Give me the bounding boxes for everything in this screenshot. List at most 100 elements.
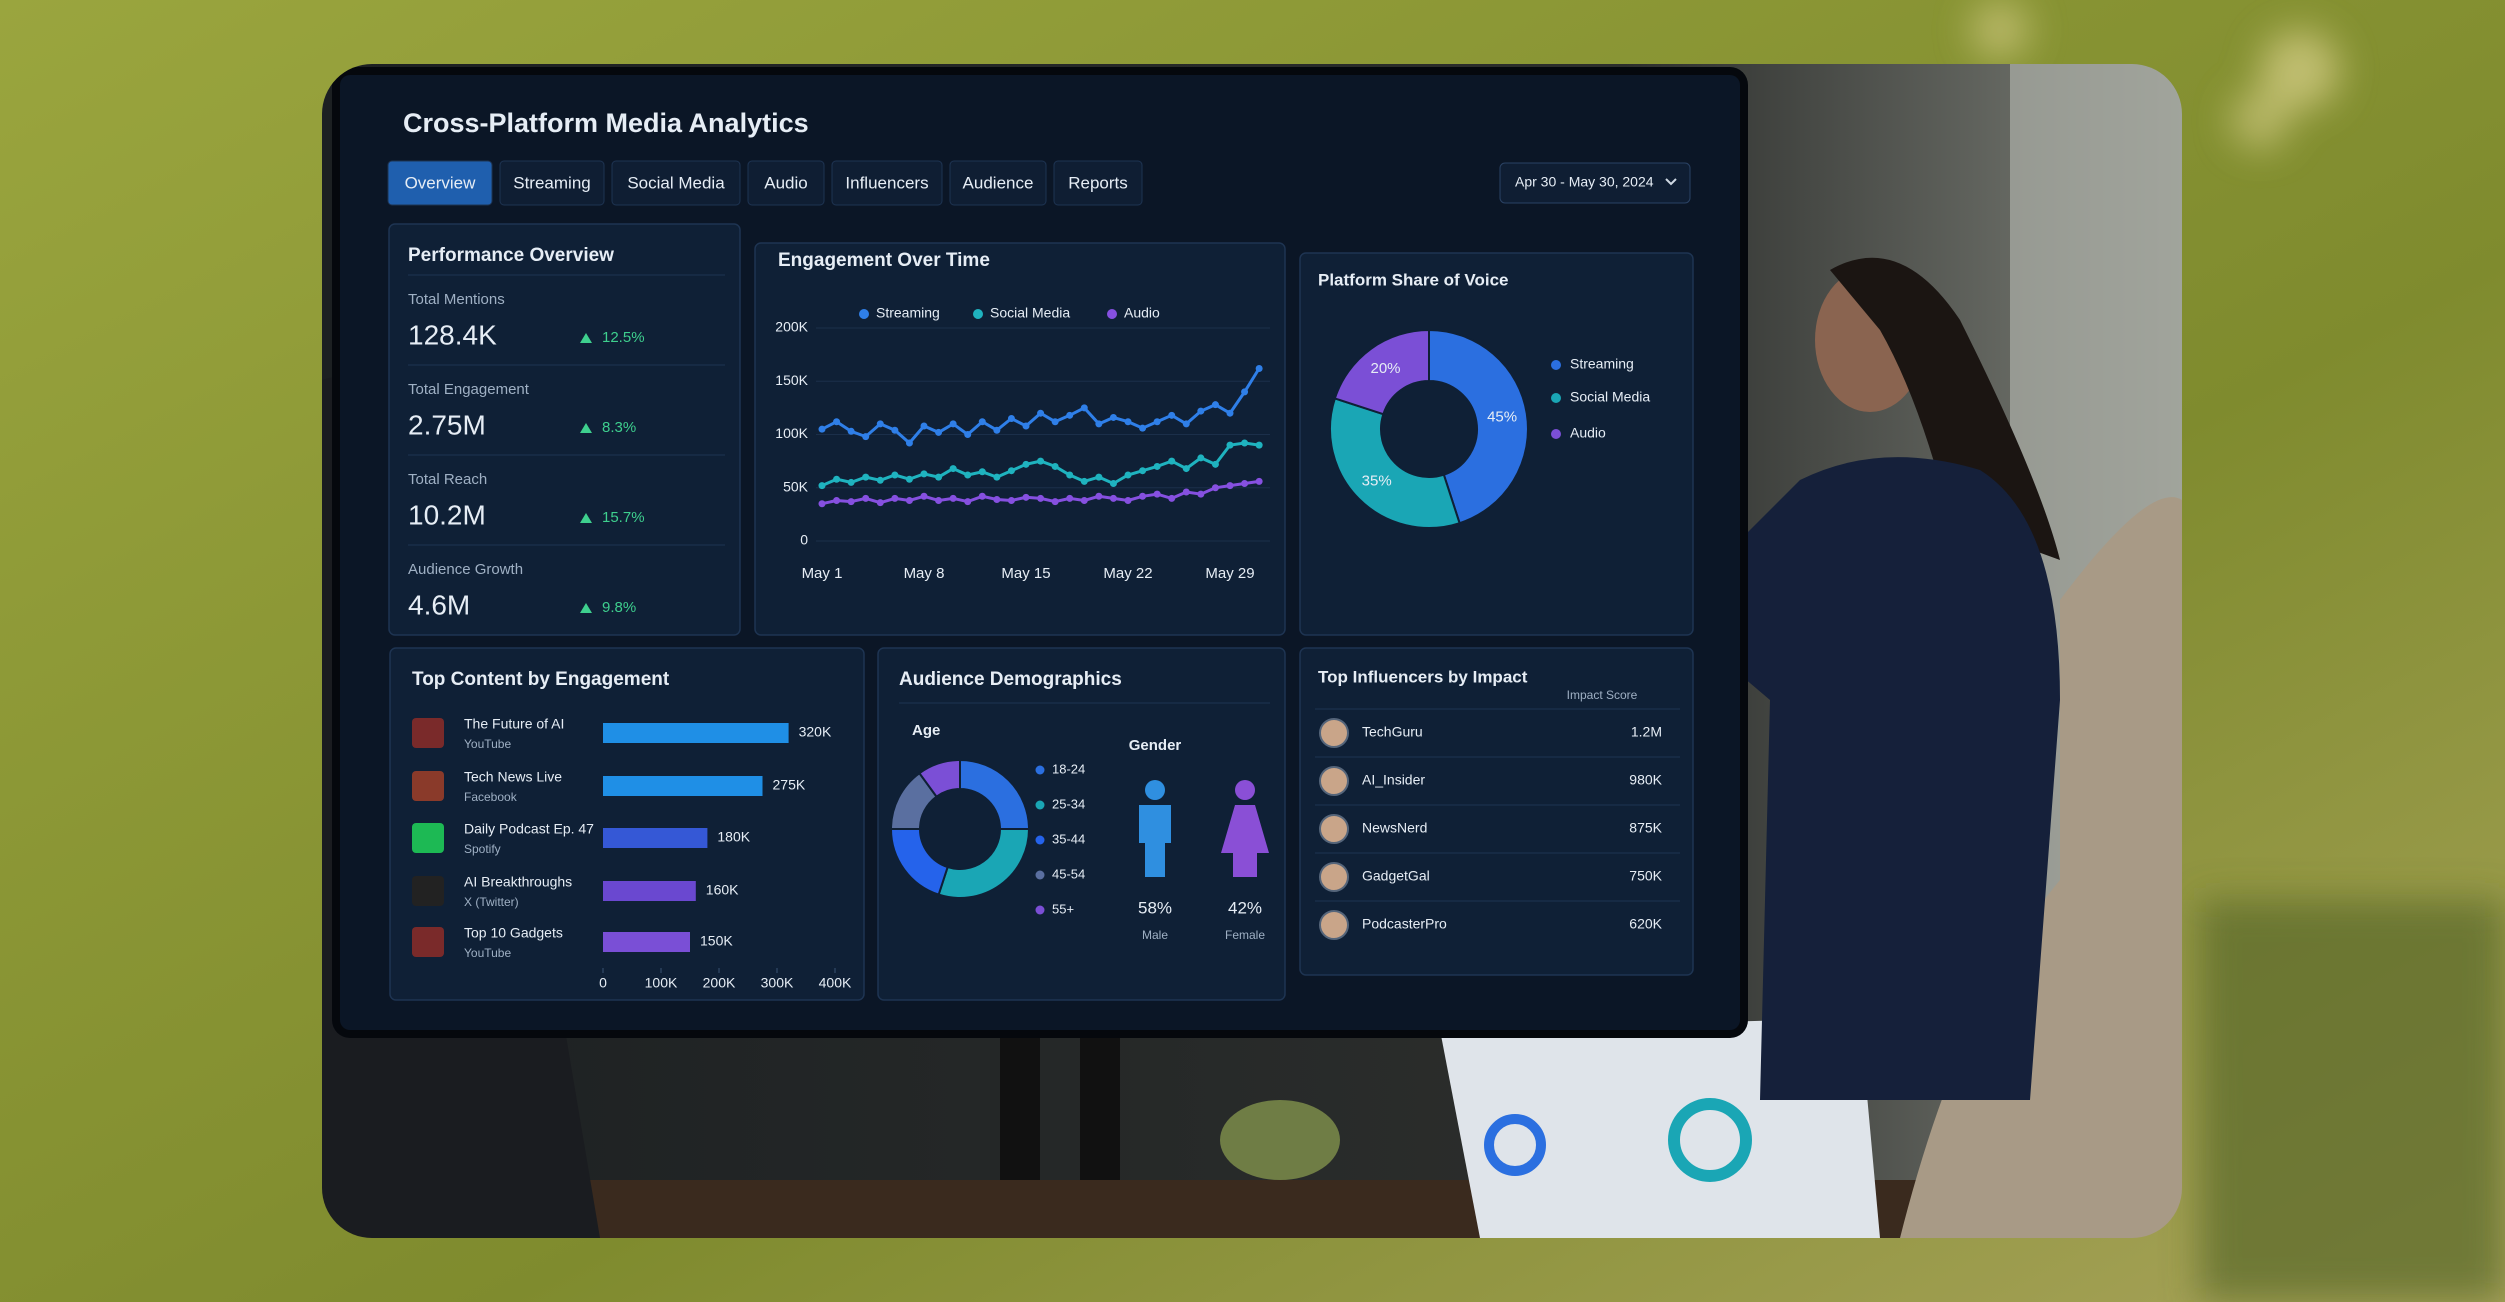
tab[interactable] <box>747 160 825 206</box>
tab[interactable] <box>611 160 741 206</box>
point <box>818 425 826 433</box>
chart-title: Top Content by Engagement <box>412 669 670 690</box>
point <box>978 468 986 476</box>
kpi-value: 4.6M <box>408 589 470 620</box>
tab[interactable] <box>831 160 943 206</box>
y-tick-label: 100K <box>775 425 808 441</box>
point <box>818 482 826 490</box>
point <box>905 497 913 505</box>
point <box>833 418 841 426</box>
point <box>1197 407 1205 415</box>
point <box>862 433 870 441</box>
kpi-label: Total Engagement <box>408 381 530 398</box>
point <box>1226 441 1234 449</box>
point <box>1022 460 1030 468</box>
kpi-value: 10.2M <box>408 499 486 530</box>
legend-label: 25-34 <box>1052 796 1085 811</box>
up-arrow <box>580 333 592 343</box>
point <box>1109 413 1117 421</box>
legend-label: 18-24 <box>1052 761 1085 776</box>
point <box>964 471 972 479</box>
point <box>891 471 899 479</box>
tab-label: Social Media <box>627 173 725 192</box>
influencer-name: AI_Insider <box>1362 772 1425 788</box>
point <box>1066 411 1074 419</box>
up-arrow <box>580 423 592 433</box>
bar <box>603 881 696 901</box>
point <box>1037 494 1045 502</box>
point <box>1182 488 1190 496</box>
x-tick-label: 400K <box>819 975 852 991</box>
avatar <box>1319 862 1349 892</box>
point <box>876 476 884 484</box>
point <box>1139 492 1147 500</box>
plant <box>1220 1100 1340 1180</box>
point <box>1007 415 1015 423</box>
y-tick-label: 200K <box>775 319 808 335</box>
point <box>1080 497 1088 505</box>
point <box>1255 364 1263 372</box>
kpi-label: Total Reach <box>408 471 487 488</box>
chart-title: Platform Share of Voice <box>1318 270 1509 289</box>
point <box>1066 471 1074 479</box>
point <box>1066 494 1074 502</box>
laptop-donut <box>1484 1114 1546 1176</box>
point <box>1226 409 1234 417</box>
legend-swatch <box>1551 360 1561 370</box>
value-label: 42% <box>1228 898 1262 917</box>
impact-score: 980K <box>1629 772 1662 788</box>
content-platform: Spotify <box>464 842 501 856</box>
content-title: Tech News Live <box>464 769 562 785</box>
panel-title: Performance Overview <box>408 245 614 266</box>
point <box>847 427 855 435</box>
presenter-hair <box>1830 257 2060 560</box>
point <box>1051 498 1059 506</box>
laptop-donut <box>1668 1098 1752 1182</box>
category-label: Female <box>1225 928 1265 942</box>
x-tick-label: May 1 <box>802 565 843 582</box>
bar <box>603 932 690 952</box>
date-picker[interactable] <box>1499 162 1691 204</box>
category-label: Male <box>1142 928 1168 942</box>
content-icon <box>412 823 444 853</box>
wedge-label: 45% <box>1487 408 1517 425</box>
legend-swatch <box>973 309 983 319</box>
point <box>833 497 841 505</box>
tab-label: Reports <box>1068 173 1128 192</box>
content-title: Daily Podcast Ep. 47 <box>464 821 594 837</box>
point <box>964 498 972 506</box>
x-tick-label: May 15 <box>1001 565 1050 582</box>
point <box>1153 462 1161 470</box>
avatar <box>1319 910 1349 940</box>
point <box>964 431 972 438</box>
point <box>1022 493 1030 501</box>
point <box>978 492 986 500</box>
wedge <box>918 758 961 799</box>
point <box>891 426 899 434</box>
point <box>949 494 957 502</box>
legend-swatch <box>859 309 869 319</box>
point <box>847 478 855 486</box>
value-label: 160K <box>706 882 739 898</box>
tab[interactable] <box>387 160 493 206</box>
chevron <box>1665 178 1677 186</box>
wedge-label: 20% <box>1370 360 1400 377</box>
content-icon <box>412 927 444 957</box>
axis-label: Age <box>912 722 940 739</box>
point <box>1109 494 1117 502</box>
y-tick-label: 0 <box>800 532 808 548</box>
point <box>876 499 884 507</box>
wedge <box>1329 397 1461 529</box>
tab[interactable] <box>1053 160 1143 206</box>
tab[interactable] <box>949 160 1047 206</box>
point <box>1255 441 1263 449</box>
panel <box>388 223 741 636</box>
point <box>920 422 928 430</box>
tab[interactable] <box>499 160 605 206</box>
x-tick-label: 100K <box>645 975 678 991</box>
point <box>935 428 943 436</box>
point <box>847 498 855 506</box>
point <box>1051 462 1059 470</box>
kpi-value: 128.4K <box>408 319 497 350</box>
legend-swatch <box>1107 309 1117 319</box>
